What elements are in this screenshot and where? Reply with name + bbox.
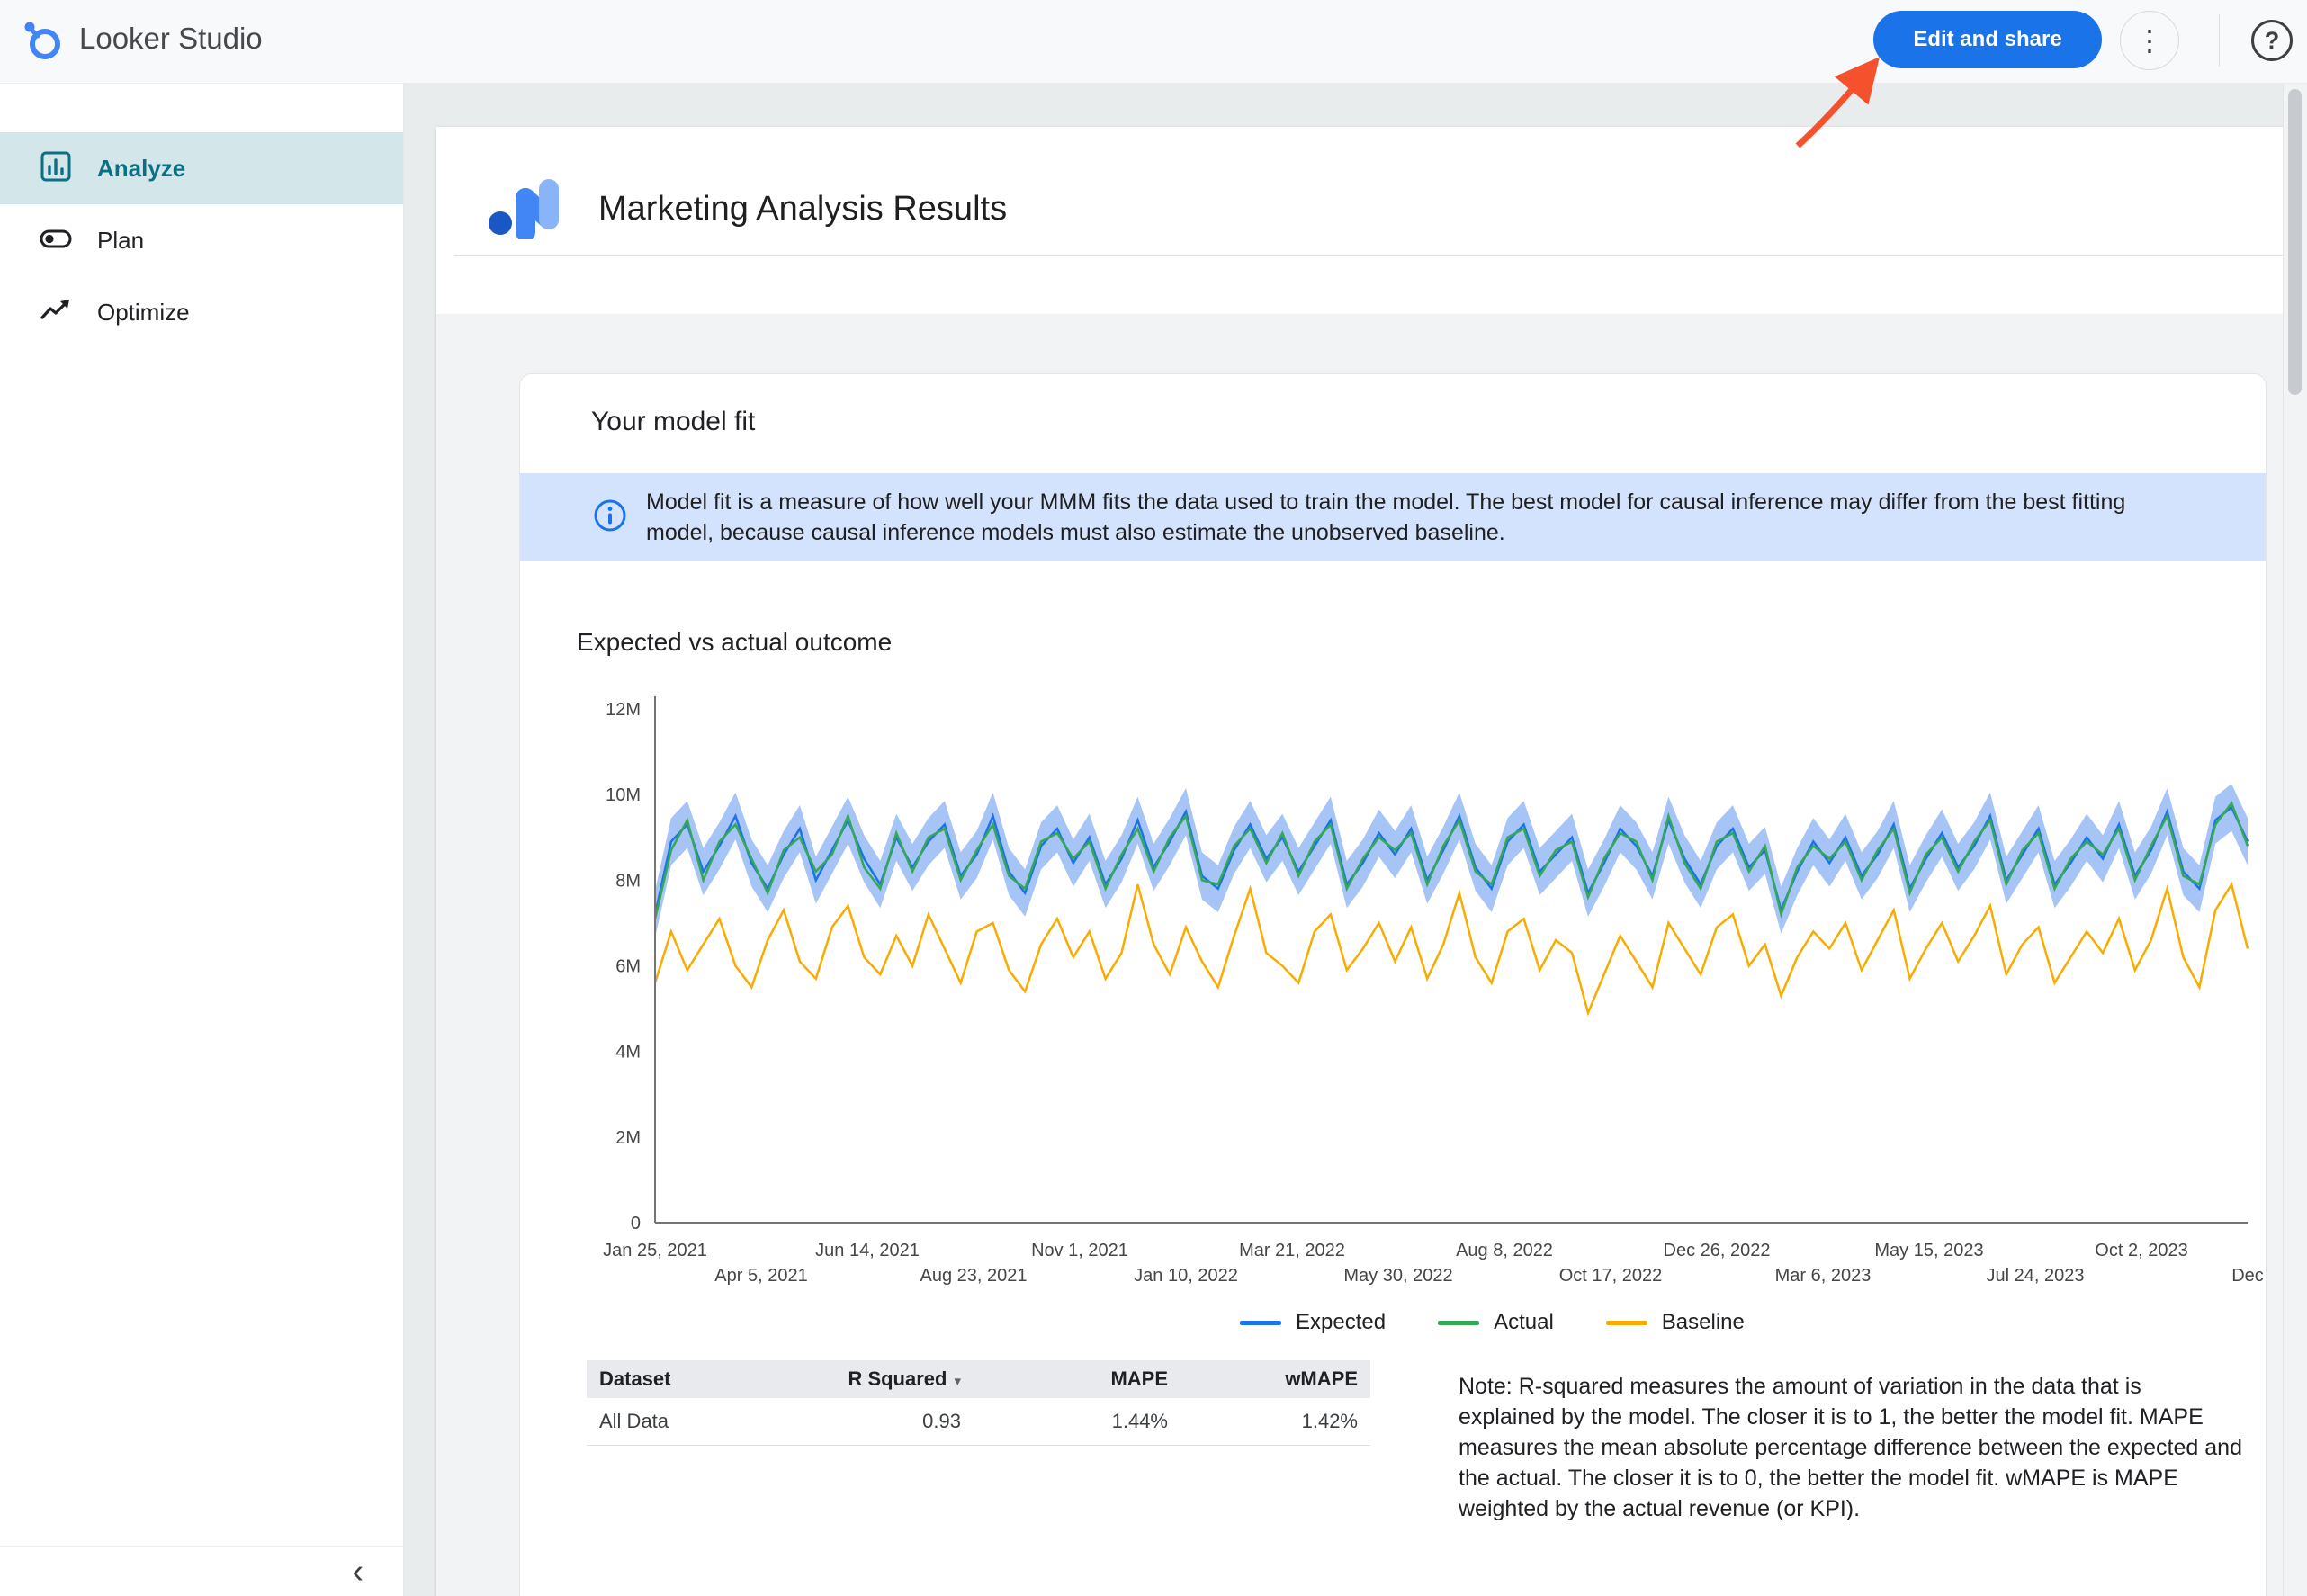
chart-legend: Expected Actual Baseline	[1240, 1310, 1745, 1335]
y-tick-label: 4M	[615, 1043, 641, 1063]
y-tick-label: 12M	[606, 700, 641, 720]
sidebar: Analyze Plan Optimize ‹	[0, 84, 404, 1596]
model-fit-section: Your model fit Model fit is a measure of…	[436, 314, 2307, 1596]
model-fit-table: Dataset R Squared ▾ MAPE wMAPE All Data 0.93 1.…	[587, 1360, 1370, 1446]
x-tick-label: Aug 8, 2022	[1456, 1241, 1553, 1260]
report-header: Marketing Analysis Results	[436, 127, 2307, 314]
legend-item: Baseline	[1605, 1310, 1745, 1335]
legend-item: Actual	[1438, 1310, 1554, 1335]
help-icon: ?	[2264, 26, 2280, 54]
chart-title: Expected vs actual outcome	[577, 628, 893, 656]
column-header-r-squared[interactable]: R Squared ▾	[848, 1367, 961, 1390]
column-header-mape[interactable]: MAPE	[1110, 1367, 1168, 1390]
info-banner: Model fit is a measure of how well your …	[520, 473, 2266, 561]
header-divider	[2219, 14, 2220, 67]
looker-studio-logo-icon	[20, 19, 65, 64]
more-options-button[interactable]: ⋮	[2120, 11, 2179, 70]
sidebar-item-optimize[interactable]: Optimize	[0, 276, 403, 348]
x-tick-label: May 30, 2022	[1343, 1266, 1452, 1286]
column-header-dataset[interactable]: Dataset	[599, 1367, 671, 1390]
x-tick-label: Nov 1, 2021	[1031, 1241, 1128, 1260]
y-tick-label: 10M	[606, 785, 641, 805]
x-tick-label: Jun 14, 2021	[815, 1241, 920, 1260]
info-banner-text: Model fit is a measure of how well your …	[646, 489, 2126, 545]
x-tick-label: Aug 23, 2021	[920, 1266, 1028, 1286]
model-fit-card: Your model fit Model fit is a measure of…	[519, 373, 2267, 1596]
sidebar-footer: ‹	[0, 1546, 403, 1596]
report-divider	[454, 255, 2307, 256]
x-tick-label: Dec	[2231, 1266, 2264, 1286]
sidebar-item-label: Plan	[97, 226, 145, 254]
legend-swatch	[1240, 1320, 1281, 1325]
y-tick-label: 2M	[615, 1128, 641, 1148]
confidence-band	[655, 784, 2248, 938]
legend-swatch	[1438, 1320, 1480, 1325]
sidebar-item-label: Analyze	[97, 154, 186, 182]
model-fit-chart: 0 2M 4M 6M 8M 10M 12M Jan 25, 2021 Apr 5, 2021 Ju…	[574, 680, 2264, 1310]
card-title: Your model fit	[591, 407, 756, 436]
info-icon	[592, 498, 628, 538]
help-button[interactable]: ?	[2251, 20, 2293, 61]
plan-icon	[38, 220, 74, 261]
expected-vs-actual-chart: 0 2M 4M 6M 8M 10M 12M Jan 25, 2021 Apr 5, 2021 Ju…	[603, 696, 2264, 1286]
sidebar-item-label: Optimize	[97, 298, 190, 326]
scrollbar-thumb[interactable]	[2288, 89, 2302, 395]
x-tick-label: Apr 5, 2021	[714, 1266, 807, 1286]
series-line-baseline	[653, 881, 2249, 1017]
report-title: Marketing Analysis Results	[598, 190, 1008, 228]
legend-label: Actual	[1494, 1310, 1554, 1334]
note-text: Note: R-squared measures the amount of v…	[1459, 1374, 2242, 1521]
x-tick-label: Jul 24, 2023	[1987, 1266, 2085, 1286]
x-tick-label: Mar 21, 2022	[1239, 1241, 1345, 1260]
table-header-row: Dataset R Squared ▾ MAPE wMAPE	[587, 1360, 1370, 1398]
vertical-ellipsis-icon: ⋮	[2135, 24, 2164, 57]
table-cell: All Data	[599, 1410, 669, 1432]
table-cell: 1.42%	[1301, 1410, 1358, 1432]
x-tick-label: Jan 25, 2021	[603, 1241, 707, 1260]
legend-swatch	[1605, 1320, 1647, 1325]
sidebar-item-analyze[interactable]: Analyze	[0, 132, 403, 204]
y-tick-label: 6M	[615, 957, 641, 977]
y-tick-label: 0	[631, 1214, 641, 1233]
sort-descending-icon: ▾	[954, 1374, 961, 1389]
legend-item: Expected	[1240, 1310, 1386, 1335]
series-line-actual	[653, 801, 2249, 919]
legend-label: Expected	[1296, 1310, 1387, 1334]
collapse-sidebar-button[interactable]: ‹	[346, 1555, 369, 1589]
x-tick-label: Oct 2, 2023	[2095, 1241, 2187, 1260]
table-cell: 0.93	[922, 1410, 961, 1432]
sidebar-item-plan[interactable]: Plan	[0, 204, 403, 276]
analyze-icon	[38, 148, 74, 189]
table-cell: 1.44%	[1111, 1410, 1168, 1432]
table-row: All Data 0.93 1.44% 1.42%	[587, 1398, 1370, 1446]
optimize-icon	[38, 292, 74, 333]
edit-and-share-button[interactable]: Edit and share	[1873, 11, 2102, 68]
x-tick-label: Oct 17, 2022	[1559, 1266, 1663, 1286]
column-header-wmape[interactable]: wMAPE	[1285, 1367, 1358, 1390]
x-tick-label: Jan 10, 2022	[1134, 1266, 1238, 1286]
x-tick-label: Mar 6, 2023	[1775, 1266, 1872, 1286]
x-tick-label: May 15, 2023	[1874, 1241, 1983, 1260]
report-logo-icon	[486, 162, 579, 244]
legend-label: Baseline	[1661, 1310, 1745, 1334]
chevron-left-icon: ‹	[352, 1552, 364, 1591]
vertical-scrollbar[interactable]	[2283, 84, 2307, 1596]
main-content: Marketing Analysis Results Your model fi…	[404, 84, 2307, 1596]
app-title: Looker Studio	[79, 22, 263, 55]
report-page: Marketing Analysis Results Your model fi…	[436, 127, 2307, 1596]
app-header: Looker Studio Edit and share ⋮ ?	[0, 0, 2307, 84]
y-tick-label: 8M	[615, 871, 641, 891]
x-tick-label: Dec 26, 2022	[1664, 1241, 1771, 1260]
